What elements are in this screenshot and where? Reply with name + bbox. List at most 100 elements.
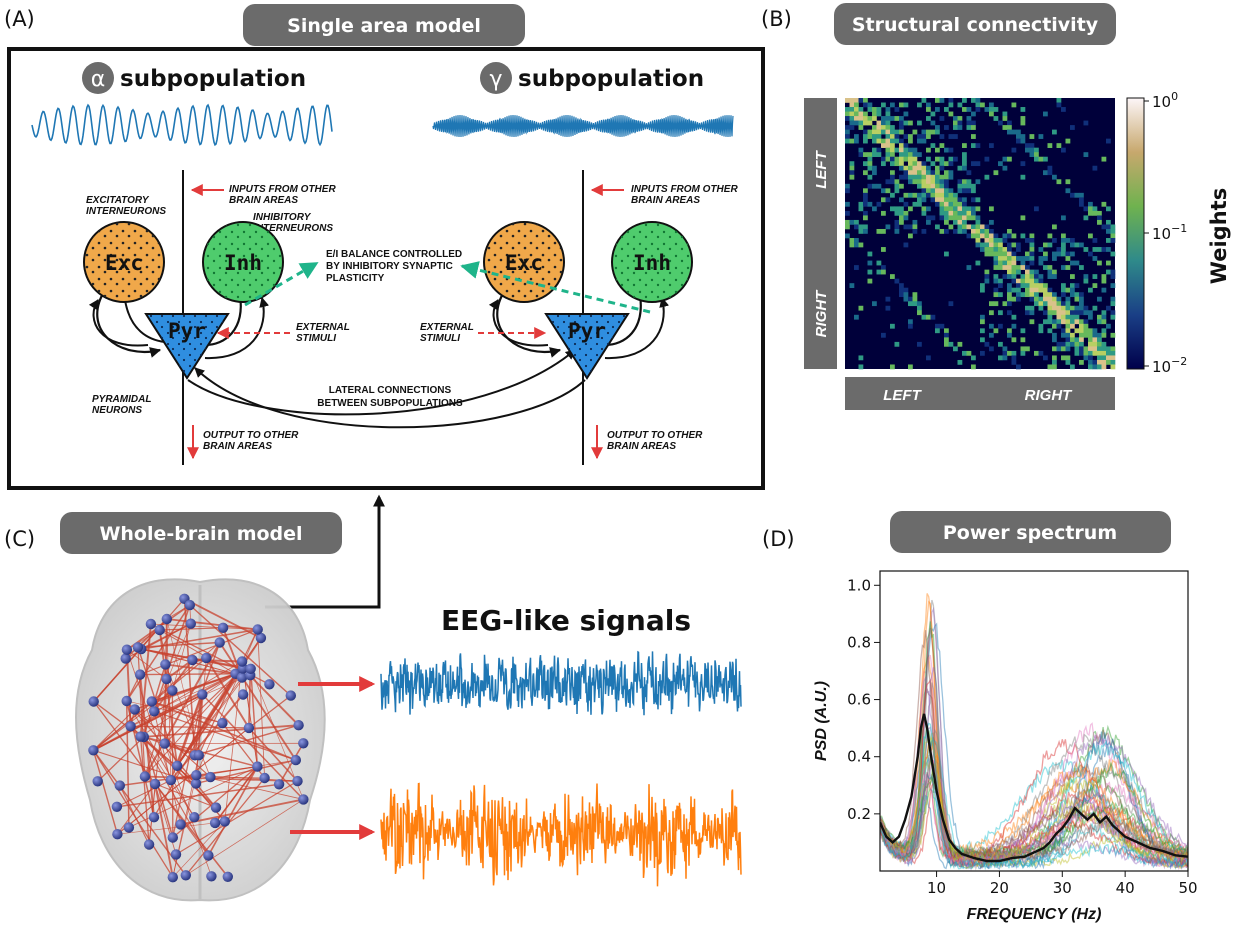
matrix-cell (1025, 310, 1030, 316)
matrix-cell (872, 138, 877, 144)
matrix-cell (1047, 274, 1053, 279)
matrix-cell (867, 102, 873, 108)
matrix-cell (980, 242, 985, 248)
matrix-cell (921, 197, 927, 203)
matrix-cell (1070, 310, 1075, 316)
matrix-cell (939, 228, 945, 234)
matrix-cell (939, 116, 945, 121)
matrix-cell (957, 206, 963, 212)
matrix-cell (935, 188, 940, 194)
matrix-cell (935, 224, 940, 230)
matrix-cell (921, 138, 927, 144)
matrix-cell (1097, 355, 1102, 361)
brain-node (154, 624, 165, 636)
matrix-cell (975, 233, 981, 239)
matrix-cell (948, 174, 954, 180)
matrix-cell (962, 152, 967, 158)
matrix-cell (881, 228, 886, 234)
matrix-cell (1043, 301, 1048, 307)
brain-edge (176, 637, 262, 767)
panel-d: (D) Power spectrum 10 20 30 40 50 0.2 0.4 0.6 0.… (762, 511, 1198, 923)
matrix-cell (944, 215, 949, 221)
matrix-cell (1074, 242, 1080, 248)
matrix-cell (867, 174, 873, 180)
brain-edge (192, 658, 243, 663)
matrix-cell (971, 233, 976, 239)
matrix-cell (1011, 129, 1017, 135)
matrix-cell (908, 296, 913, 302)
matrix-cell (858, 201, 864, 207)
matrix-cell (962, 215, 967, 221)
matrix-cell (944, 210, 949, 216)
matrix-cell (1043, 287, 1048, 293)
panel-a: (A) Single area model α subpopulation γ … (4, 4, 765, 490)
brain-node (161, 613, 172, 625)
matrix-cell (1052, 129, 1057, 135)
matrix-cell (1038, 134, 1044, 139)
matrix-cell (1110, 301, 1116, 307)
matrix-cell (930, 188, 936, 194)
matrix-cell (1016, 256, 1021, 261)
matrix-cell (890, 274, 895, 279)
matrix-cell (1029, 305, 1035, 311)
matrix-cell (966, 210, 972, 216)
matrix-cell (867, 107, 873, 112)
psd-y-tick-label: 0.4 (847, 748, 871, 766)
brain-edge (278, 742, 304, 785)
brain-node (167, 685, 178, 696)
matrix-cell (921, 179, 927, 185)
matrix-cell (998, 238, 1003, 243)
matrix-cell (1007, 350, 1012, 356)
matrix-cell (1106, 260, 1111, 266)
eeg-blue-signal (380, 650, 742, 716)
matrix-cell (1052, 364, 1057, 370)
matrix-cell (1070, 292, 1075, 298)
matrix-cell (1097, 337, 1102, 343)
matrix-cell (1092, 332, 1098, 338)
matrix-cell (1083, 323, 1089, 329)
matrix-cell (1047, 143, 1053, 148)
matrix-cell (890, 129, 895, 135)
matrix-cell (1029, 260, 1035, 266)
matrix-cell (899, 143, 904, 148)
matrix-cell (1002, 301, 1008, 307)
matrix-cell (912, 192, 918, 198)
matrix-cell (1070, 192, 1075, 198)
matrix-cell (912, 201, 918, 207)
matrix-cell (1074, 260, 1080, 266)
matrix-cell (935, 107, 940, 112)
matrix-cell (1011, 355, 1017, 361)
matrix-cell (993, 274, 999, 279)
matrix-cell (975, 197, 981, 203)
brain-node (193, 750, 204, 761)
matrix-cell (1106, 224, 1111, 230)
matrix-cell (975, 224, 981, 230)
matrix-cell (1065, 305, 1071, 311)
matrix-cell (890, 323, 895, 329)
brain-node (187, 654, 198, 666)
matrix-cell (1011, 147, 1017, 153)
matrix-cell (908, 224, 913, 230)
psd-series-line (880, 606, 1188, 871)
matrix-cell (876, 111, 882, 117)
brain-node (135, 731, 146, 742)
matrix-cell (1038, 328, 1044, 334)
matrix-cell (876, 260, 882, 266)
matrix-cell (917, 192, 922, 198)
matrix-cell (1020, 337, 1026, 343)
matrix-cell (1002, 247, 1008, 252)
matrix-cell (971, 98, 976, 103)
matrix-cell (948, 111, 954, 117)
matrix-cell (1092, 328, 1098, 334)
matrix-cell (953, 215, 958, 221)
alpha-inputs-text-1: INPUTS FROM OTHER (229, 184, 336, 195)
matrix-cell (1007, 269, 1012, 275)
lateral-gamma-to-alpha (194, 367, 586, 429)
matrix-cell (939, 197, 945, 203)
matrix-cell (876, 129, 882, 135)
matrix-cell (885, 147, 891, 153)
matrix-cell (944, 341, 949, 347)
matrix-cell (953, 116, 958, 121)
matrix-cell (1106, 355, 1111, 361)
matrix-cell (926, 107, 931, 112)
